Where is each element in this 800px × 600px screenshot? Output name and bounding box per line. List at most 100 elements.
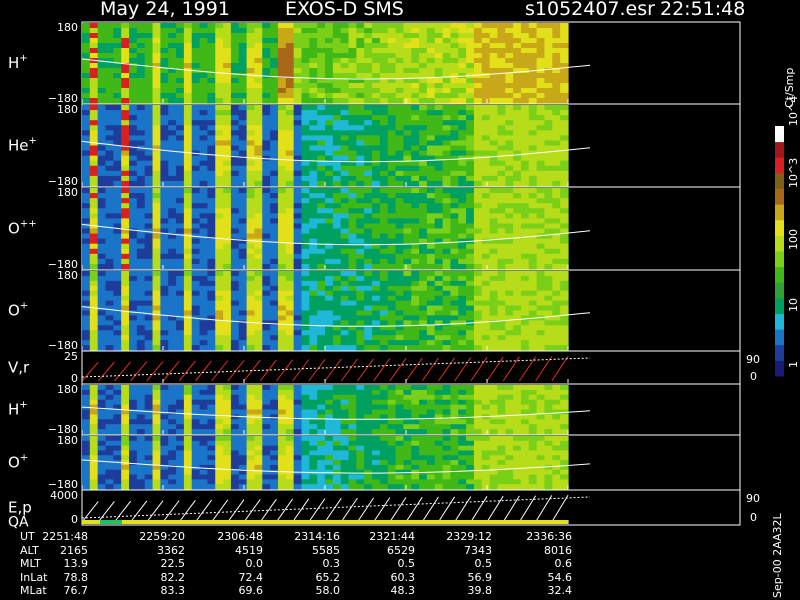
spectrogram-cell (270, 335, 279, 341)
spectrogram-cell (144, 193, 154, 199)
spectrogram-cell (199, 404, 209, 411)
spectrogram-cell (434, 145, 444, 152)
spectrogram-cell (82, 175, 91, 182)
spectrogram-cell (450, 263, 459, 270)
spectrogram-cell (489, 175, 499, 182)
spectrogram-cell (262, 130, 271, 136)
spectrogram-cell (544, 409, 553, 415)
spectrogram-cell (466, 188, 475, 194)
spectrogram-cell (105, 436, 114, 442)
spectrogram-cell (505, 203, 514, 209)
spectrogram-cell (317, 325, 326, 331)
spectrogram-cell (458, 389, 467, 396)
pitch-angle-curve (81, 306, 591, 327)
spectrogram-cell (434, 275, 444, 282)
spectrogram-cell (458, 290, 467, 297)
spectrogram-cell (387, 414, 397, 420)
spectrogram-cell (230, 263, 240, 270)
spectrogram-cell (560, 271, 569, 277)
spectrogram-cell (183, 305, 193, 312)
spectrogram-cell (520, 175, 530, 182)
spectrogram-cell (419, 218, 428, 225)
spectrogram-cell (215, 460, 224, 466)
spectrogram-cell (387, 145, 397, 152)
spectrogram-cell (497, 88, 506, 94)
spectrogram-cell (528, 175, 538, 182)
spectrogram-cell (466, 68, 475, 74)
spectrogram-cell (481, 83, 491, 89)
spectrogram-cell (395, 155, 404, 162)
spectrogram-cell (372, 83, 381, 89)
spectrogram-cell (183, 484, 193, 490)
spectrogram-cell (301, 419, 310, 425)
spectrogram-cell (466, 409, 475, 415)
spectrogram-cell (332, 180, 342, 187)
spectrogram-cell (419, 125, 428, 131)
spectrogram-cell (434, 203, 444, 209)
spectrogram-cell (121, 253, 130, 260)
spectrogram-cell (309, 88, 318, 94)
spectrogram-cell (348, 345, 357, 351)
spectrogram-cell (450, 188, 459, 194)
spectrogram-cell (223, 125, 232, 131)
spectrogram-cell (340, 253, 350, 260)
spectrogram-cell (168, 424, 177, 430)
spectrogram-cell (489, 198, 499, 204)
spectrogram-cell (183, 203, 193, 209)
spectrogram-cell (473, 275, 483, 282)
spectrogram-cell (356, 145, 365, 152)
spectrogram-cell (144, 198, 154, 204)
spectrogram-cell (270, 474, 279, 480)
spectrogram-cell (395, 271, 404, 277)
spectrogram-cell (254, 436, 263, 442)
spectrogram-cell (325, 43, 334, 49)
spectrogram-cell (152, 300, 161, 307)
spectrogram-cell (270, 98, 279, 104)
spectrogram-cell (215, 43, 224, 49)
spectrogram-cell (356, 424, 365, 430)
spectrogram-cell (372, 233, 381, 240)
spectrogram-cell (105, 484, 114, 490)
spectrogram-cell (246, 58, 256, 64)
spectrogram-cell (191, 140, 201, 147)
spectrogram-cell (191, 135, 201, 142)
spectrogram-cell (552, 110, 561, 116)
spectrogram-cell (395, 88, 404, 94)
spectrogram-cell (136, 213, 146, 219)
spectrogram-cell (254, 120, 263, 126)
spectrogram-cell (121, 73, 130, 79)
spectrogram-cell (199, 233, 209, 240)
spectrogram-cell (340, 23, 350, 29)
spectrogram-cell (136, 280, 146, 287)
spectrogram-cell (277, 414, 287, 420)
spectrogram-cell (199, 193, 209, 199)
spectrogram-cell (536, 130, 546, 136)
spectrogram-cell (183, 340, 193, 346)
spectrogram-cell (238, 330, 248, 336)
spectrogram-cell (528, 155, 538, 162)
spectrogram-cell (309, 38, 318, 44)
spectrogram-cell (293, 271, 303, 277)
spectrogram-cell (129, 253, 138, 260)
spectrogram-cell (387, 160, 397, 167)
spectrogram-cell (348, 409, 357, 415)
spectrogram-cell (426, 140, 436, 147)
spectrogram-cell (520, 115, 530, 121)
spectrogram-cell (317, 193, 326, 199)
spectrogram-cell (317, 340, 326, 346)
spectrogram-cell (97, 419, 107, 425)
spectrogram-cell (497, 43, 506, 49)
spectrogram-cell (473, 53, 483, 59)
spectrogram-cell (434, 345, 444, 351)
spectrogram-cell (207, 213, 216, 219)
spectrogram-cell (176, 145, 185, 152)
spectrogram-cell (270, 290, 279, 297)
spectrogram-cell (372, 53, 381, 59)
spectrogram-cell (466, 180, 475, 187)
spectrogram-cell (82, 280, 91, 287)
spectrogram-cell (544, 78, 553, 84)
spectrogram-cell (191, 271, 201, 277)
spectrogram-cell (285, 419, 295, 425)
spectrogram-cell (89, 445, 99, 452)
spectrogram-cell (301, 218, 310, 225)
